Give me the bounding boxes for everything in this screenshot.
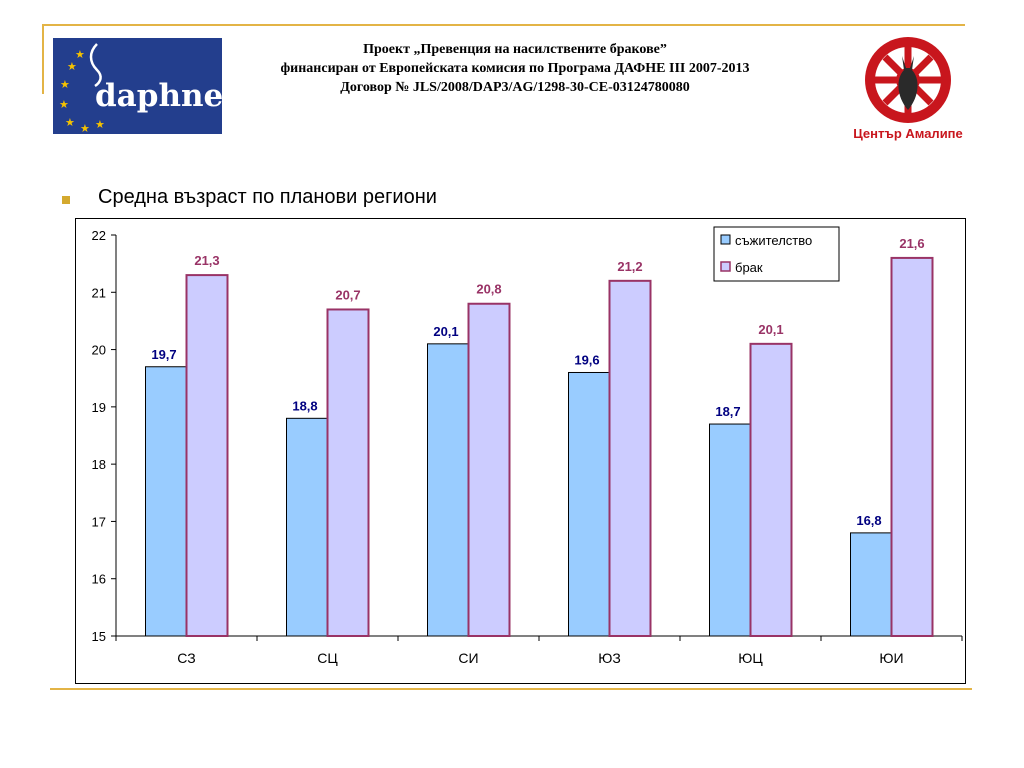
x-category-label: ЮЦ: [738, 650, 763, 666]
y-tick-label: 22: [92, 228, 106, 243]
x-category-label: СИ: [458, 650, 478, 666]
eu-star-icon: ★: [59, 99, 69, 111]
slide-title: Средна възраст по планови региони: [98, 186, 437, 208]
data-label-marriage: 21,2: [617, 259, 642, 274]
legend-label-marriage: брак: [735, 260, 763, 275]
y-tick-label: 15: [92, 629, 106, 644]
x-category-label: ЮЗ: [598, 650, 621, 666]
bar-cohabitation: [850, 532, 892, 637]
y-tick-label: 17: [92, 514, 106, 529]
data-label-cohabitation: 19,6: [574, 352, 599, 367]
x-category-label: ЮИ: [879, 650, 903, 666]
daphne-swirl-icon: [89, 43, 102, 88]
amalipe-wheel-icon: [865, 37, 951, 123]
data-label-cohabitation: 20,1: [433, 324, 458, 339]
amalipe-caption: Център Амалипе: [853, 126, 963, 141]
frame-top-line: [42, 24, 965, 26]
frame-bottom-line: [50, 688, 972, 690]
x-category-label: СЗ: [177, 650, 195, 666]
amalipe-logo: Център Амалипе: [852, 34, 964, 146]
eu-star-icon: ★: [60, 79, 70, 91]
y-tick-label: 16: [92, 572, 106, 587]
bar-marriage: [326, 308, 370, 637]
bar-marriage: [185, 274, 229, 637]
bar-cohabitation: [568, 371, 610, 637]
bar-marriage: [890, 256, 934, 637]
header-line-3: Договор № JLS/2008/DAP3/AG/1298-30-CE-03…: [340, 80, 690, 95]
bar-cohabitation: [286, 417, 328, 637]
data-label-marriage: 20,8: [476, 282, 501, 297]
legend-box: [713, 226, 840, 282]
x-category-label: СЦ: [317, 650, 338, 666]
data-label-cohabitation: 19,7: [151, 347, 176, 362]
eu-star-icon: ★: [65, 117, 75, 129]
data-label-cohabitation: 18,8: [292, 398, 317, 413]
bar-marriage: [608, 279, 652, 637]
y-tick-label: 21: [92, 285, 106, 300]
bar-marriage: [467, 302, 511, 637]
legend-swatch-cohabitation: [720, 234, 731, 245]
bar-cohabitation: [427, 343, 469, 637]
daphne-logo: ★ ★ ★ ★ ★ ★ ★ daphne: [53, 38, 224, 135]
legend-label-cohabitation: съжителство: [735, 233, 812, 248]
bar-cohabitation: [145, 366, 187, 637]
data-label-marriage: 21,6: [899, 236, 924, 251]
chart-frame: [75, 218, 966, 684]
y-tick-label: 20: [92, 343, 106, 358]
legend-swatch-marriage: [720, 261, 731, 272]
eu-star-icon: ★: [95, 119, 105, 131]
y-tick-label: 18: [92, 457, 106, 472]
data-label-cohabitation: 16,8: [856, 513, 881, 528]
header-line-1: Проект „Превенция на насилствените брако…: [363, 42, 667, 57]
bar-cohabitation: [709, 423, 751, 637]
project-header: Проект „Превенция на насилствените брако…: [230, 40, 800, 97]
eu-star-icon: ★: [80, 123, 90, 135]
data-label-marriage: 21,3: [194, 253, 219, 268]
y-tick-label: 19: [92, 400, 106, 415]
eu-star-icon: ★: [67, 61, 77, 73]
bar-marriage: [749, 342, 793, 637]
daphne-logo-text: daphne: [95, 78, 224, 114]
data-label-marriage: 20,1: [758, 322, 783, 337]
data-label-marriage: 20,7: [335, 287, 360, 302]
bullet-square-icon: [62, 196, 70, 204]
data-label-cohabitation: 18,7: [715, 404, 740, 419]
header-line-2: финансиран от Европейската комисия по Пр…: [280, 61, 750, 76]
frame-left-line: [42, 24, 44, 94]
eu-star-icon: ★: [75, 49, 85, 61]
